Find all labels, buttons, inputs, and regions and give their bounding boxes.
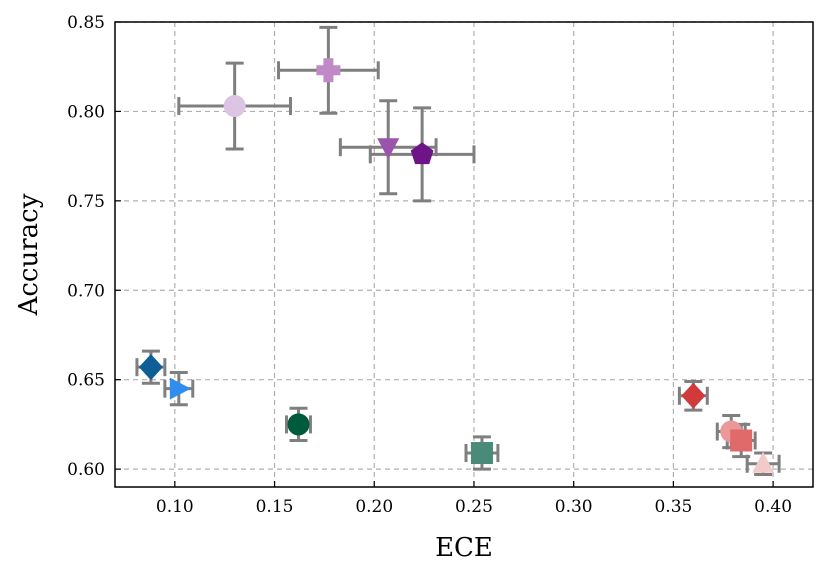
x-tick-label: 0.15 [256, 497, 294, 517]
marker-circle [287, 413, 310, 436]
x-tick-label: 0.40 [754, 497, 792, 517]
y-tick-label: 0.85 [67, 13, 105, 33]
y-tick-label: 0.70 [67, 281, 105, 301]
y-axis-title: Accuracy [14, 193, 44, 316]
x-tick-label: 0.20 [355, 497, 393, 517]
y-tick-label: 0.60 [67, 460, 105, 480]
x-axis-ticks: 0.10 0.15 0.20 0.25 0.30 0.35 0.40 [156, 481, 792, 517]
x-tick-label: 0.30 [555, 497, 593, 517]
y-tick-label: 0.75 [67, 192, 105, 212]
x-tick-label: 0.10 [156, 497, 194, 517]
x-tick-label: 0.35 [654, 497, 692, 517]
error-bars [135, 25, 781, 476]
x-tick-label: 0.25 [455, 497, 493, 517]
marker-square [730, 429, 753, 452]
marker-triangle-up [752, 451, 775, 473]
marker-pentagon [410, 142, 434, 165]
y-axis-ticks: 0.60 0.65 0.70 0.75 0.80 0.85 [67, 13, 121, 480]
marker-circle [223, 95, 246, 118]
marker-triangle-down [377, 138, 400, 160]
y-tick-label: 0.80 [67, 102, 105, 122]
data-markers [138, 58, 775, 473]
marker-square [470, 442, 493, 465]
x-axis-title: ECE [435, 533, 493, 563]
marker-plus [316, 58, 341, 83]
grid [115, 21, 813, 487]
marker-diamond [138, 354, 163, 381]
plot-frame [114, 21, 814, 488]
y-tick-label: 0.65 [67, 371, 105, 391]
marker-triangle-right [169, 377, 191, 400]
marker-diamond [681, 382, 706, 409]
